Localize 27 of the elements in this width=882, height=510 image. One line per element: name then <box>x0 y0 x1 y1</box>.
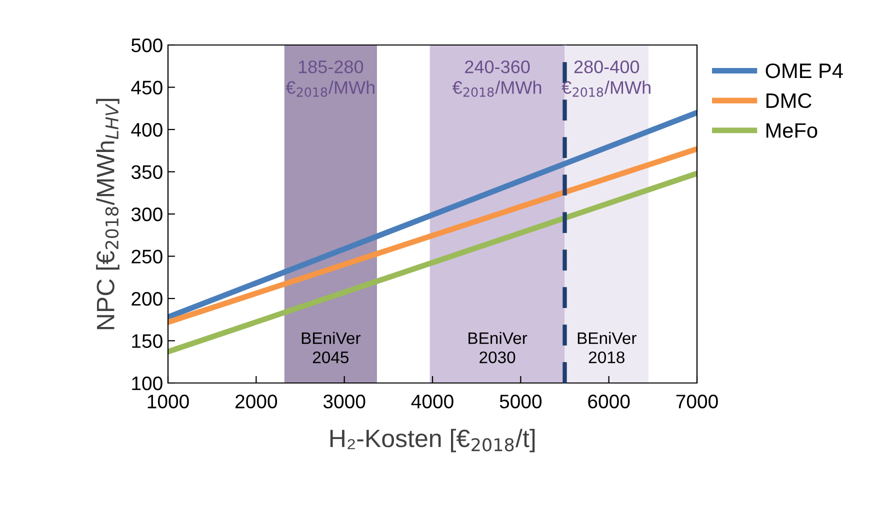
y-tick-label: 300 <box>131 207 162 222</box>
x-tick-label: 6000 <box>588 394 630 408</box>
annotation: 185-280 €$_{2018}$/MWh <box>286 60 374 97</box>
legend-label: MeFo <box>766 123 818 138</box>
x-tick-label: 1000 <box>148 394 189 408</box>
y-tick-label: 250 <box>132 250 162 264</box>
annotation: 280-400 €$_{2018}$/MWh <box>562 60 650 97</box>
x-tick-label: 7000 <box>676 394 718 408</box>
y-tick-label: 100 <box>132 376 162 390</box>
y-tick-label: 450 <box>131 80 162 94</box>
x-tick-label: 5000 <box>500 394 542 408</box>
annotation: 240-360 €$_{2018}$/MWh <box>452 60 542 97</box>
legend-label: DMC <box>766 93 812 108</box>
x-tick-label: 4000 <box>411 394 454 408</box>
band-label: BEniVer 2030 <box>468 332 528 364</box>
y-tick-label: 400 <box>131 122 162 137</box>
legend-label: OME P4 <box>766 63 843 78</box>
band-label: BEniVer 2045 <box>302 332 361 364</box>
band-label: BEniVer 2018 <box>578 332 636 364</box>
x-axis-title: H₂-Kosten [€$_{2018}$/t] <box>330 428 535 452</box>
y-tick-label: 150 <box>132 334 162 348</box>
y-tick-label: 200 <box>132 292 162 306</box>
x-tick-label: 3000 <box>323 394 366 408</box>
y-tick-label: 500 <box>131 38 162 52</box>
y-tick-label: 350 <box>131 165 162 179</box>
y-axis-title: NPC [€$_{2018}$/MWh$_{LHV}$] <box>96 98 120 330</box>
x-tick-label: 2000 <box>236 394 278 408</box>
